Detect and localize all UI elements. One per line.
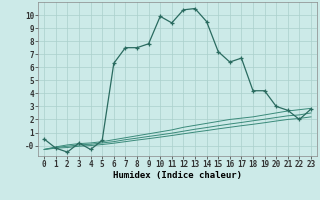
X-axis label: Humidex (Indice chaleur): Humidex (Indice chaleur) (113, 171, 242, 180)
